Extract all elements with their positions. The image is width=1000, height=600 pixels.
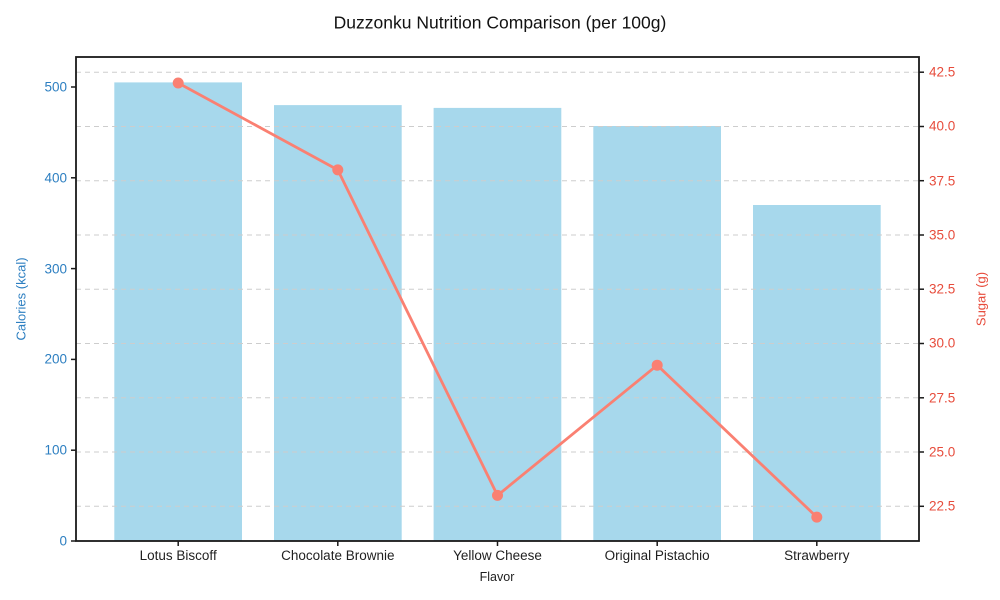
left-tick-label: 500 [44, 79, 67, 95]
x-axis-label: Flavor [479, 570, 515, 584]
bar-chocolate-brownie [274, 105, 402, 541]
x-tick-label-yellow-cheese: Yellow Cheese [453, 548, 542, 563]
right-tick-label: 22.5 [929, 498, 956, 514]
line-marker-strawberry [811, 511, 823, 523]
left-tick-label: 0 [59, 533, 67, 549]
x-tick-label-strawberry: Strawberry [784, 548, 850, 563]
right-tick-label: 30.0 [929, 335, 956, 351]
right-tick-label: 32.5 [929, 281, 956, 297]
right-tick-label: 37.5 [929, 172, 956, 188]
line-marker-lotus-biscoff [172, 77, 184, 89]
left-tick-label: 200 [44, 351, 67, 367]
x-tick-label-chocolate-brownie: Chocolate Brownie [281, 548, 395, 563]
bar-yellow-cheese [433, 107, 562, 542]
left-tick-label: 100 [44, 442, 67, 458]
line-marker-chocolate-brownie [332, 164, 344, 176]
left-tick-label: 400 [44, 170, 67, 186]
x-tick-label-original-pistachio: Original Pistachio [604, 548, 710, 563]
chart-title: Duzzonku Nutrition Comparison (per 100g) [333, 12, 667, 33]
right-tick-label: 42.5 [929, 64, 956, 80]
left-axis-label: Calories (kcal) [13, 257, 29, 341]
x-tick-label-lotus-biscoff: Lotus Biscoff [139, 548, 217, 563]
right-axis-label: Sugar (g) [973, 271, 989, 327]
right-tick-label: 35.0 [929, 227, 956, 243]
right-tick-label: 25.0 [929, 444, 956, 460]
bar-lotus-biscoff [114, 82, 242, 542]
right-tick-label: 27.5 [929, 390, 956, 405]
right-tick-label: 40.0 [929, 118, 956, 134]
line-marker-yellow-cheese [492, 489, 503, 501]
left-tick-label: 300 [44, 260, 67, 276]
line-marker-original-pistachio [651, 359, 663, 371]
bar-original-pistachio [593, 126, 721, 541]
bar-strawberry [753, 205, 881, 541]
